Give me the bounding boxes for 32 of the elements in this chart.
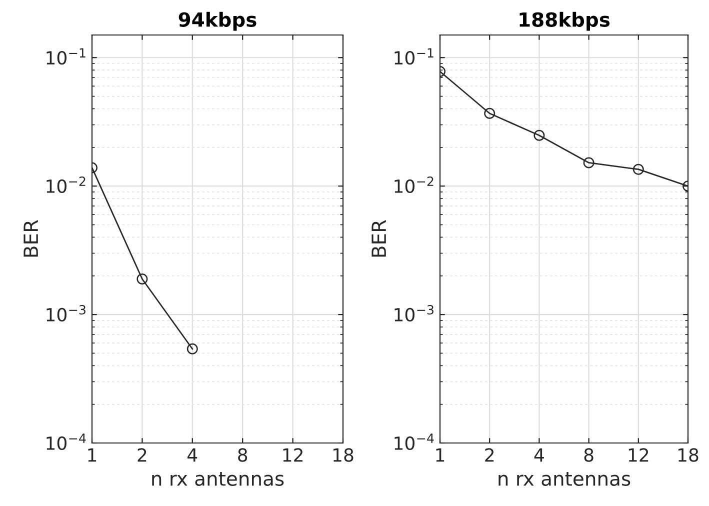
y-axis-title: BER [24, 220, 38, 257]
y-tick-label: 10$^{−3}$ [394, 304, 434, 322]
x-tick-label: 18 [678, 448, 698, 462]
x-tick-label: 8 [584, 448, 594, 462]
x-tick-label: 4 [534, 448, 544, 462]
y-tick-label: 10$^{−1}$ [394, 48, 434, 65]
point [632, 164, 644, 175]
x-tick-label: 1 [88, 448, 96, 462]
y-tick-label: 10$^{−3}$ [46, 304, 86, 322]
x-tick-label: 4 [188, 448, 198, 462]
point [583, 157, 594, 168]
y-tick-label: 10$^{−4}$ [394, 434, 434, 450]
y-tick-label: 10$^{−2}$ [394, 176, 434, 194]
point [186, 343, 198, 354]
x-tick-label: 1 [436, 448, 444, 462]
y-tick-label: 10$^{−4}$ [46, 434, 86, 450]
x-axis-title: n rx antennas [152, 472, 284, 486]
x-tick-label: 2 [138, 448, 146, 462]
y-axis-title: BER [372, 220, 386, 257]
y-tick-label: 10$^{−1}$ [46, 48, 86, 65]
chart-title: 188kbps [520, 12, 610, 31]
point [484, 108, 496, 119]
x-tick-label: 12 [283, 448, 302, 462]
x-tick-label: 2 [485, 448, 494, 462]
x-tick-label: 18 [333, 448, 354, 462]
x-tick-label: 8 [238, 448, 248, 462]
point [534, 130, 545, 141]
y-tick-label: 10$^{−2}$ [46, 176, 86, 194]
x-axis-title: n rx antennas [498, 472, 630, 486]
x-tick-label: 12 [628, 448, 648, 462]
point [136, 274, 148, 285]
chart-title: 94kbps [178, 12, 256, 31]
